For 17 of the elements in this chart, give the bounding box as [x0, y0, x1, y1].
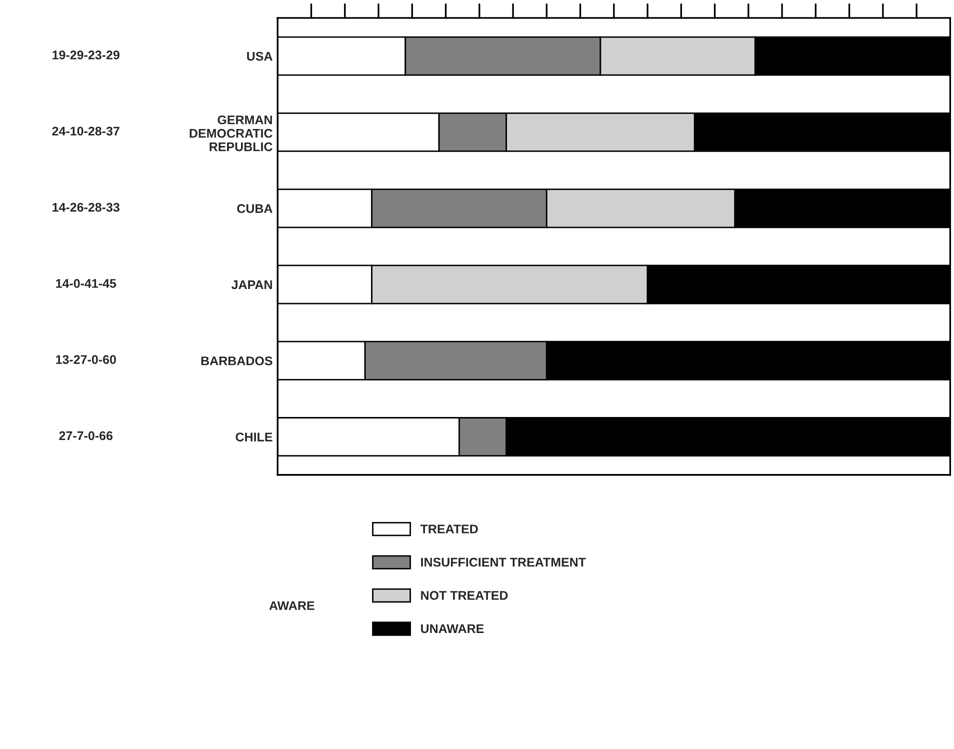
y-tick-label: CUBA [237, 204, 272, 213]
legend-label: TREATED [420, 524, 478, 534]
legend-label: INSUFFICIENT TREATMENT [421, 558, 586, 567]
text: 27-7-0-66 [59, 431, 113, 440]
y-tick-label: JAPAN [231, 280, 272, 290]
text: 13-27-0-60 [56, 355, 116, 364]
text: 14-0-41-45 [56, 279, 116, 288]
y-tick-label: GERMAN DEMOCRATIC REPUBLIC [190, 115, 272, 152]
legend-label: NOT TREATED [421, 591, 508, 600]
y-tick-label: CHILE [236, 432, 272, 442]
legend-label: UNAWARE [421, 624, 484, 634]
y-tick-label: BARBADOS [201, 356, 272, 366]
text: 19-29-23-29 [52, 50, 120, 60]
text: AWARE [269, 601, 314, 610]
y-tick-label: USA [247, 52, 272, 61]
text: 14-26-28-33 [52, 202, 120, 212]
text: 24-10-28-37 [52, 126, 120, 136]
